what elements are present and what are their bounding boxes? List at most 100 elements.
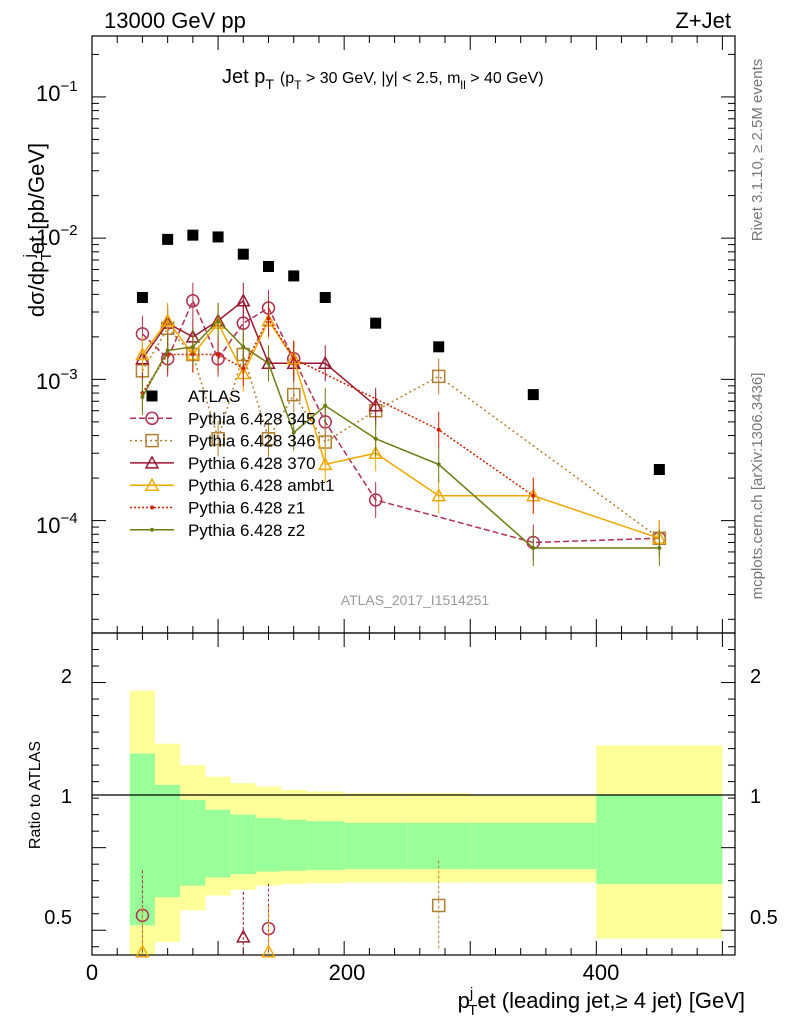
tick-label-1e-4: 10−4 [36,510,78,538]
series-line [141,327,660,539]
data-point [431,369,446,384]
ratio-point [135,944,150,958]
legend-marker [146,390,158,402]
data-point [186,294,200,308]
green-band-bin [596,794,723,884]
data-point [266,316,271,321]
data-point [317,456,333,471]
series-4 [135,302,667,557]
data-point [135,346,150,361]
data-point [291,356,296,361]
ratio-bands [129,690,723,955]
data-point [160,313,175,327]
green-band-bin [344,822,408,870]
legend-label: Pythia 6.428 ambt1 [188,476,334,495]
green-band-bin [180,799,206,886]
data-point [657,545,662,550]
ratio-point [261,944,276,958]
data-point [187,229,199,241]
green-band-bin [155,784,181,898]
data-point [241,344,246,349]
data-point [431,488,446,502]
data-point [323,403,328,408]
tick-label-1e-3: 10−3 [36,366,78,394]
analysis-tag: ATLAS_2017_I1514251 [341,592,490,608]
data-point [212,231,224,243]
data-point [436,462,441,467]
ratio-series-layer [135,860,446,958]
data-point [261,431,276,446]
x-tick-label-0: 0 [86,960,98,985]
green-band-bin [306,821,345,870]
x-axis-label: pj Tet (leading jet,≥ 4 jet) [GeV] [458,985,745,1019]
green-band-bin [230,814,256,875]
ratio-tick-label-1-right: 1 [750,786,761,808]
tick-label-1e-2: 10−2 [36,222,78,250]
data-point [368,493,383,507]
ratio-tick-label-1-left: 1 [61,786,72,808]
data-point [531,493,536,498]
data-point [236,293,251,307]
legend-entry-6: Pythia 6.428 z2 [130,521,305,540]
data-point [241,366,246,371]
data-point [373,436,378,441]
legend-marker [144,455,160,469]
series-line [141,319,660,549]
legend-marker [150,527,154,532]
green-band-bin [255,817,282,872]
green-band-bin [281,819,307,871]
ratio-tick-label-2-left: 2 [61,666,72,688]
legend-entry-3: Pythia 6.428 370 [130,454,316,473]
ratio-y-axis-label: Ratio to ATLAS [27,741,44,849]
series-0 [136,229,665,476]
series-3 [135,282,383,424]
series-6 [140,302,662,566]
ratio-point [236,929,251,943]
data-point [436,427,441,432]
data-point [368,445,383,459]
series-line [141,299,377,407]
legend-marker [145,411,159,426]
data-point [211,431,225,446]
tick-label-1e-1: 10−1 [36,78,78,106]
axis-ticks [91,36,735,955]
collision-label: 13000 GeV pp [104,8,246,33]
data-point [286,387,301,402]
series-layer [135,229,667,566]
data-point [237,248,249,260]
data-point [370,317,382,329]
data-point [531,545,536,550]
x-tick-label-400: 400 [583,960,620,985]
x-tick-label-200: 200 [329,960,366,985]
ratio-plot-frame [91,632,736,956]
green-band-bin [205,809,231,878]
main-y-axis-label: dσ/dpTjet [pb/GeV] [21,143,55,317]
main-y-tick-labels: 10−1 10−2 10−3 10−4 [36,78,78,538]
ratio-point [431,898,446,913]
data-point [263,260,275,272]
green-band-bin [129,753,156,926]
data-point [162,233,174,245]
mcplots-label: mcplots.cern.ch [arXiv:1306.3436] [749,373,766,600]
legend-marker [144,477,160,491]
ratio-tick-label-05-right: 0.5 [750,907,778,929]
ratio-tick-label-2-right: 2 [750,666,761,688]
data-point [368,398,383,412]
legend-label: Pythia 6.428 370 [188,454,316,473]
legend-entry-2: Pythia 6.428 346 [130,432,316,451]
data-point [527,389,539,401]
legend-label: Pythia 6.428 z1 [188,499,305,518]
data-point [317,355,333,370]
legend: ATLAS Pythia 6.428 345 Pythia 6.428 346 Pyt… [130,387,334,540]
data-point [216,352,221,357]
data-point [291,430,296,435]
data-point [140,395,145,400]
legend-label: Pythia 6.428 z2 [188,521,305,540]
legend-label: Pythia 6.428 345 [188,409,316,428]
legend-entry-5: Pythia 6.428 z1 [130,499,305,518]
legend-marker [145,433,159,448]
legend-entry-0: ATLAS [146,387,241,406]
legend-entry-1: Pythia 6.428 345 [130,409,316,428]
data-point [288,270,300,282]
